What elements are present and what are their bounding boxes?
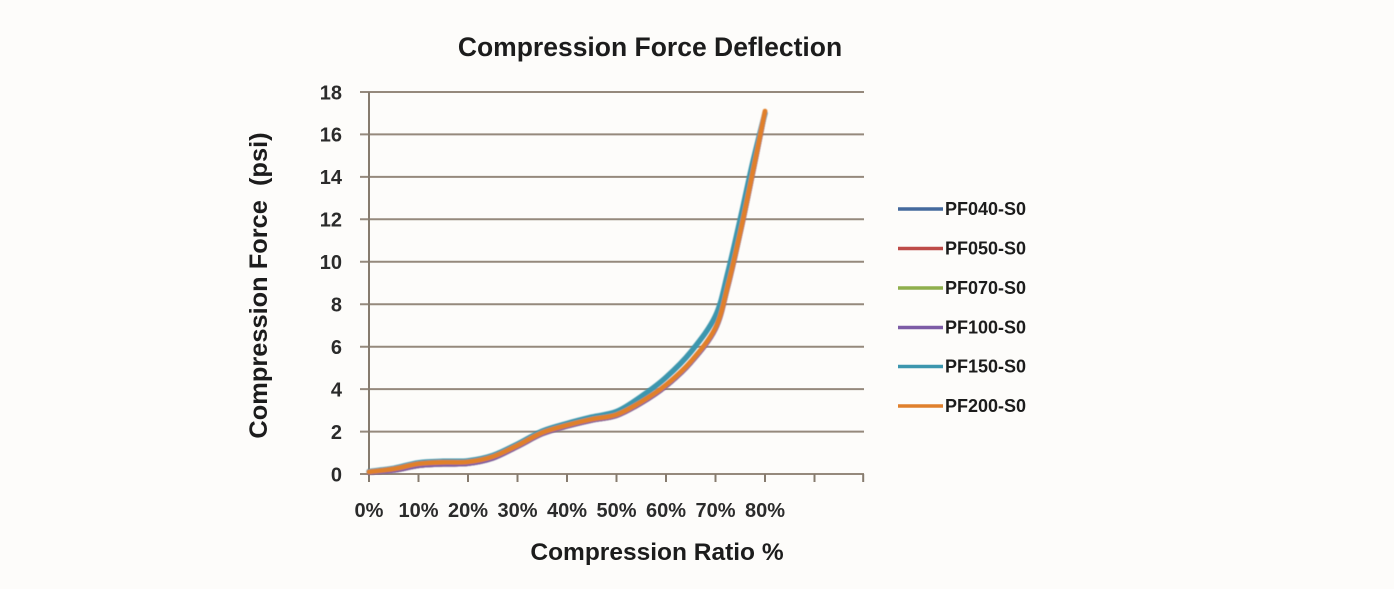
svg-text:0%: 0% [355,500,384,522]
svg-text:14: 14 [320,167,343,189]
svg-text:PF050-S0: PF050-S0 [945,239,1026,259]
svg-text:10: 10 [320,252,342,274]
svg-text:PF040-S0: PF040-S0 [945,199,1026,219]
svg-text:8: 8 [331,295,342,317]
svg-text:40%: 40% [547,500,587,522]
svg-text:0: 0 [331,464,342,486]
svg-text:PF100-S0: PF100-S0 [945,318,1026,338]
svg-text:PF150-S0: PF150-S0 [945,357,1026,377]
svg-text:12: 12 [320,210,342,232]
svg-text:Compression Ratio %: Compression Ratio % [530,539,783,566]
svg-text:PF070-S0: PF070-S0 [945,278,1026,298]
svg-text:Compression Force (psi): Compression Force (psi) [245,132,273,438]
svg-text:6: 6 [331,337,342,359]
svg-text:10%: 10% [398,500,438,522]
svg-text:2: 2 [331,422,342,444]
svg-text:50%: 50% [596,500,636,522]
svg-text:18: 18 [320,82,342,104]
svg-text:Compression Force Deflection: Compression Force Deflection [458,32,842,62]
svg-text:30%: 30% [497,500,537,522]
svg-text:70%: 70% [695,500,735,522]
svg-text:PF200-S0: PF200-S0 [945,396,1026,416]
svg-text:80%: 80% [745,500,785,522]
svg-text:4: 4 [331,379,343,401]
svg-text:60%: 60% [646,500,686,522]
svg-text:16: 16 [320,125,342,147]
svg-text:20%: 20% [448,500,488,522]
